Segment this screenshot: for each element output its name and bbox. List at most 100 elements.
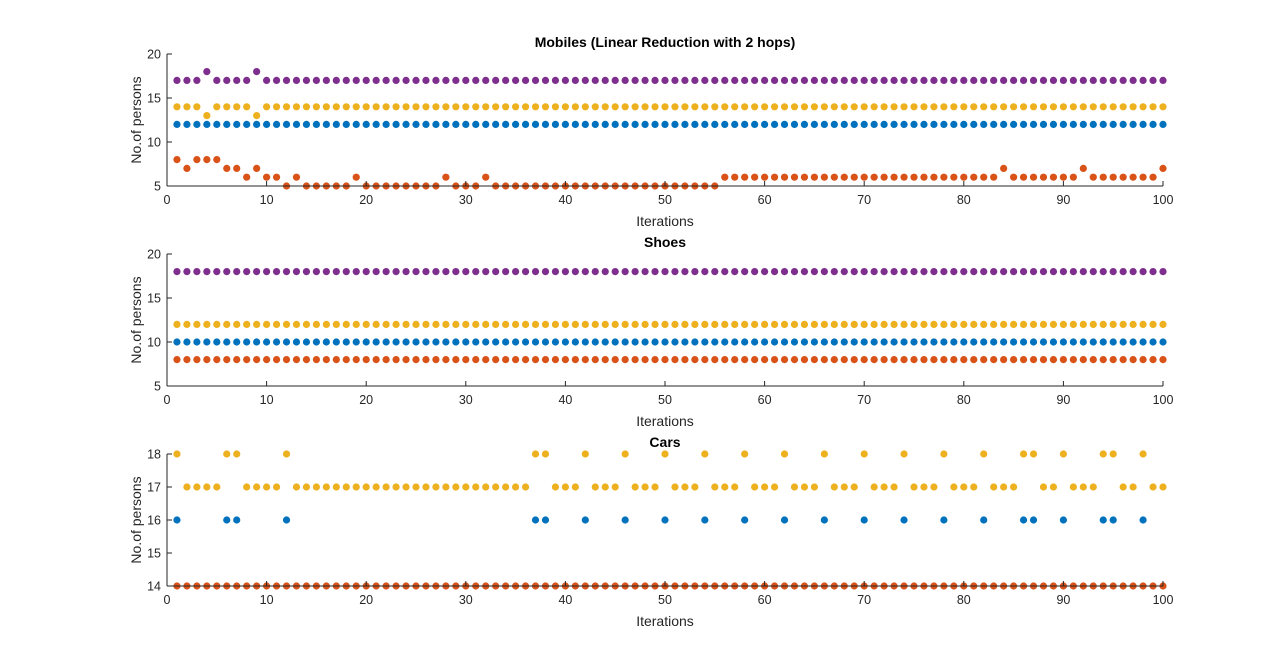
data-point [492, 483, 500, 491]
data-point [312, 120, 320, 128]
data-point [591, 320, 599, 328]
data-point [193, 156, 201, 164]
data-point [382, 103, 390, 111]
data-point [193, 76, 201, 84]
data-point [721, 338, 729, 346]
data-point [223, 76, 231, 84]
data-point [482, 103, 490, 111]
data-point [691, 320, 699, 328]
data-point [701, 120, 709, 128]
data-point [840, 103, 848, 111]
data-point [1069, 76, 1077, 84]
data-point [1059, 173, 1067, 181]
data-point [1039, 483, 1048, 491]
data-point [492, 103, 500, 111]
data-point [761, 103, 769, 111]
data-point [502, 76, 510, 84]
data-point [571, 268, 579, 276]
data-point [1019, 338, 1028, 346]
data-point [970, 356, 978, 364]
data-point [631, 338, 639, 346]
data-point [432, 356, 440, 364]
data-point [1000, 356, 1008, 364]
data-point [233, 338, 241, 346]
data-point [701, 516, 709, 524]
data-point [1059, 103, 1067, 111]
data-point [691, 120, 699, 128]
data-point [213, 120, 221, 128]
data-point [392, 120, 400, 128]
data-point [372, 268, 380, 276]
data-point [472, 76, 480, 84]
data-point [880, 173, 888, 181]
data-point [920, 338, 928, 346]
data-point [840, 268, 848, 276]
data-point [711, 120, 719, 128]
data-point [372, 76, 380, 84]
data-point [671, 338, 679, 346]
data-point [631, 103, 639, 111]
data-point [591, 483, 599, 491]
data-point [830, 320, 838, 328]
data-point [970, 483, 978, 491]
data-point [880, 268, 888, 276]
y-tick-label: 17 [147, 481, 161, 495]
data-point [1079, 76, 1087, 84]
data-point [272, 320, 281, 328]
data-point [1129, 356, 1137, 364]
data-point [1119, 103, 1127, 111]
data-point [790, 483, 799, 491]
data-point [1029, 76, 1038, 84]
data-point [980, 516, 988, 524]
data-point [322, 356, 330, 364]
data-point [561, 320, 570, 328]
data-point [780, 516, 789, 524]
data-point [322, 268, 330, 276]
data-point [741, 76, 749, 84]
data-point [721, 356, 729, 364]
data-point [930, 483, 938, 491]
data-point [362, 268, 370, 276]
data-point [392, 76, 400, 84]
data-point [1159, 120, 1167, 128]
data-point [920, 356, 928, 364]
data-point [382, 320, 390, 328]
data-point [960, 120, 968, 128]
data-point [890, 120, 898, 128]
data-point [930, 173, 938, 181]
data-point [880, 76, 888, 84]
data-point [900, 338, 908, 346]
data-point [721, 268, 729, 276]
data-point [173, 450, 181, 458]
data-point [482, 120, 490, 128]
data-point [173, 516, 181, 524]
data-point [1139, 120, 1147, 128]
data-point [1129, 76, 1137, 84]
data-point [1109, 516, 1117, 524]
data-point [531, 320, 540, 328]
data-point [870, 320, 878, 328]
data-point [1059, 450, 1067, 458]
data-point [950, 483, 958, 491]
data-point [790, 103, 799, 111]
data-point [1089, 103, 1097, 111]
data-point [342, 356, 350, 364]
data-point [1159, 103, 1167, 111]
data-point [1109, 268, 1117, 276]
data-point [701, 338, 709, 346]
data-point [452, 268, 460, 276]
data-point [940, 268, 948, 276]
data-point [342, 338, 350, 346]
data-point [472, 103, 480, 111]
data-point [880, 338, 888, 346]
data-point [790, 320, 799, 328]
data-point [1010, 356, 1018, 364]
x-tick-label: 20 [359, 393, 373, 407]
data-point [521, 338, 530, 346]
chart-cars: 0 10 20 30 40 50 60 70 80 90 100 14 15 16 17 18 Cars Iter… [128, 434, 1173, 629]
data-point [1000, 338, 1008, 346]
data-point [850, 268, 858, 276]
data-point [282, 120, 291, 128]
data-point [402, 356, 410, 364]
data-point [930, 356, 938, 364]
